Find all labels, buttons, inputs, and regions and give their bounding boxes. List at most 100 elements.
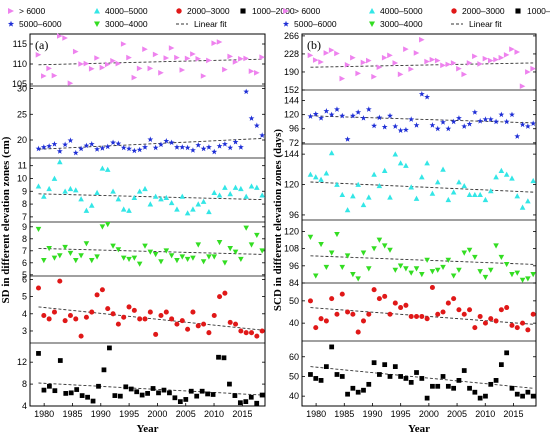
panel-a-point-3000_4000 (222, 260, 228, 266)
panel-b-ytick-label: 96 (289, 124, 299, 134)
panel-a-point-3000_4000 (104, 222, 111, 228)
panel-a-point-gt6000 (190, 51, 196, 57)
panel-a-point-1000_2000 (248, 394, 254, 400)
panel-b-point-2000_3000 (408, 313, 414, 319)
panel-a-point-1000_2000 (128, 386, 134, 392)
panel-b-point-1000_2000 (387, 374, 393, 379)
panel-b-point-4000_5000 (307, 171, 314, 177)
panel-a-xtick-label: 1980 (34, 409, 54, 419)
panel-b-point-1000_2000 (504, 350, 510, 356)
panel-b-point-4000_5000 (525, 198, 531, 204)
panel-a-point-gt6000 (83, 60, 90, 67)
panel-b-point-gt6000 (482, 55, 489, 62)
panel-a-point-1000_2000 (237, 400, 243, 406)
panel-a-point-3000_4000 (62, 244, 68, 250)
panel-b-point-1000_2000 (424, 395, 430, 401)
panel-b-point-gt6000 (371, 73, 377, 80)
panel-b-point-1000_2000 (323, 364, 329, 369)
panel-a-point-2000_3000 (67, 312, 73, 319)
panel-a-point-5000_6000 (248, 115, 255, 121)
panel-b-point-gt6000 (318, 59, 324, 65)
panel-b-point-4000_5000 (482, 196, 489, 203)
panel-b-point-gt6000 (434, 57, 441, 64)
panel-b-point-4000_5000 (344, 207, 351, 213)
panel-a-point-1000_2000 (74, 387, 80, 392)
panel-b-point-gt6000 (365, 57, 372, 64)
panel-a-point-1000_2000 (216, 354, 221, 360)
panel-a-point-1000_2000 (107, 345, 112, 351)
panel-a-point-1000_2000 (227, 381, 232, 387)
legend-label-5000_6000: 5000–6000 (19, 19, 62, 29)
panel-b-point-5000_6000 (312, 110, 319, 117)
panel-a-point-3000_4000 (195, 242, 202, 248)
panel-a-fit-line-1000_2000 (38, 382, 263, 396)
panel-a-point-3000_4000 (88, 258, 95, 264)
panel-a-point-3000_4000 (136, 261, 143, 267)
panel-a-point-5000_6000 (158, 141, 164, 148)
panel-a-point-gt6000 (56, 33, 63, 39)
panel-a-point-2000_3000 (211, 312, 217, 319)
panel-a-xtick-label: 2015 (232, 409, 252, 419)
panel-b-point-3000_4000 (472, 254, 478, 261)
panel-a-fit-line-gt6000 (38, 58, 263, 66)
panel-b-point-2000_3000 (472, 325, 478, 331)
panel-b-point-5000_6000 (519, 121, 526, 128)
panel-a-xlabel: Year (137, 423, 159, 435)
panel-b-point-3000_4000 (487, 267, 494, 273)
panel-b-point-gt6000 (419, 36, 425, 43)
panel-b-point-1000_2000 (483, 393, 488, 399)
panel-a-point-4000_5000 (254, 184, 260, 190)
legend-label-1000_2000: 1000–2000 (252, 6, 295, 16)
panel-a-point-5000_6000 (152, 144, 159, 151)
panel-a-point-2000_3000 (78, 333, 84, 339)
panel-a-point-5000_6000 (88, 141, 95, 147)
panel-a-point-5000_6000 (51, 141, 58, 147)
panel-a-point-3000_4000 (190, 255, 196, 261)
panel-b-point-3000_4000 (514, 270, 521, 276)
panel-a-point-4000_5000 (94, 189, 100, 195)
panel-a-point-3000_4000 (200, 259, 207, 265)
panel-b-point-2000_3000 (323, 318, 329, 324)
panel-a-point-4000_5000 (158, 196, 164, 202)
panel-a-ytick-label: 3 (22, 326, 27, 336)
panel-b-point-4000_5000 (434, 179, 441, 185)
panel-a-point-4000_5000 (35, 183, 42, 189)
panel-a-point-4000_5000 (168, 200, 175, 206)
panel-b-point-3000_4000 (461, 250, 468, 256)
panel-b-point-3000_4000 (440, 264, 446, 271)
panel-a-ytick-label: 8 (22, 234, 27, 244)
panel-a-ytick-label: 6 (22, 274, 27, 284)
panel-b-point-gt6000 (519, 83, 526, 90)
panel-b-point-4000_5000 (477, 191, 483, 198)
panel-a-point-1000_2000 (188, 388, 194, 394)
panel-b-point-4000_5000 (318, 176, 324, 182)
panel-b-point-4000_5000 (466, 191, 473, 198)
panel-b-point-3000_4000 (503, 262, 510, 268)
panel-b-point-4000_5000 (445, 196, 452, 203)
panel-b-point-1000_2000 (525, 389, 531, 395)
panel-a-point-5000_6000 (94, 146, 100, 152)
panel-a-point-1000_2000 (194, 393, 200, 399)
legend-label-fit: Linear fit (194, 19, 227, 29)
panel-a-point-gt6000 (131, 74, 138, 81)
panel-a-point-1000_2000 (183, 397, 189, 402)
panel-b-point-5000_6000 (360, 115, 367, 121)
panel-b-point-2000_3000 (387, 311, 393, 317)
panel-a-point-1000_2000 (117, 393, 123, 399)
panel-a-point-4000_5000 (195, 201, 202, 207)
panel-b-point-2000_3000 (424, 316, 430, 322)
panel-a-point-4000_5000 (67, 185, 74, 192)
panel-a-point-4000_5000 (206, 208, 212, 215)
panel-a-point-gt6000 (184, 55, 191, 62)
panel-a-point-1000_2000 (96, 383, 101, 389)
panel-b-point-gt6000 (445, 61, 452, 68)
panel-b-point-1000_2000 (445, 383, 451, 389)
panel-b-ytick-label: 60 (289, 352, 299, 362)
panel-b-point-5000_6000 (328, 111, 335, 118)
panel-a-point-5000_6000 (190, 147, 196, 153)
panel-b-ytick-label: 96 (289, 261, 299, 271)
panel-b-point-gt6000 (429, 56, 436, 63)
panel-a-point-3000_4000 (227, 246, 234, 252)
panel-a-point-3000_4000 (174, 258, 180, 264)
